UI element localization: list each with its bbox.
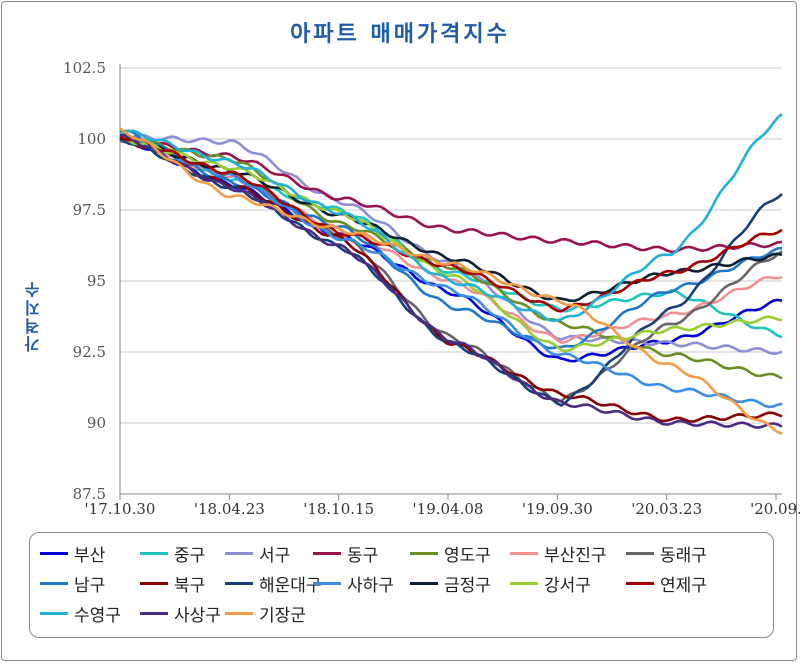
chart-title: 아파트 매매가격지수	[290, 22, 510, 47]
y-tick-label: 90	[87, 414, 106, 432]
legend-label: 해운대구	[259, 576, 322, 596]
x-tick-label: '17.10.30	[85, 500, 156, 518]
legend-label: 중구	[174, 546, 206, 566]
y-tick-label: 92.5	[73, 343, 106, 361]
legend-item: 사하구	[313, 571, 394, 596]
y-tick-label: 95	[87, 272, 106, 290]
legend-swatch	[313, 552, 341, 555]
series-line-17	[119, 127, 783, 435]
legend-label: 사하구	[347, 576, 394, 596]
series-lines	[119, 113, 783, 435]
legend-item: 중구	[140, 541, 205, 566]
legend-swatch	[225, 552, 253, 555]
series-line-16	[119, 133, 783, 429]
x-tick-label: '20.09.	[750, 500, 800, 518]
legend-swatch	[313, 582, 341, 585]
y-tick-label: 87.5	[73, 485, 106, 503]
series-line-11	[119, 136, 783, 409]
legend-swatch	[225, 582, 253, 585]
legend-item: 동구	[313, 541, 378, 566]
legend-label: 남구	[74, 576, 106, 596]
legend-item: 수영구	[40, 601, 121, 626]
x-tick-label: '18.04.23	[194, 500, 265, 518]
legend-label: 부산	[74, 546, 106, 566]
legend-label: 연제구	[660, 576, 707, 596]
legend-swatch	[626, 582, 654, 585]
legend-label: 북구	[174, 576, 206, 596]
legend-swatch	[40, 582, 68, 585]
y-tick-label: 102.5	[63, 59, 106, 77]
legend-item: 연제구	[626, 571, 707, 596]
legend-label: 강서구	[544, 576, 591, 596]
legend-label: 부산진구	[544, 546, 607, 566]
x-tick-label: '18.10.15	[303, 500, 374, 518]
legend-swatch	[410, 552, 438, 555]
legend-swatch	[626, 552, 654, 555]
legend-swatch	[140, 612, 168, 615]
plot-area: 87.5 90 92.5 95 97.5 100 102.5 '17.10.30 '18.04…	[63, 59, 800, 518]
series-line-2	[119, 129, 783, 339]
series-line-6	[119, 136, 783, 345]
y-tick-label: 97.5	[73, 201, 106, 219]
legend-swatch	[140, 552, 168, 555]
legend-label: 영도구	[444, 546, 491, 566]
legend-swatch	[140, 582, 168, 585]
legend-item: 서구	[225, 541, 290, 566]
legend-label: 수영구	[74, 606, 121, 626]
legend-item: 부산	[40, 541, 105, 566]
legend-swatch	[510, 582, 538, 585]
x-tick-label: '19.09.30	[522, 500, 593, 518]
series-line-4	[119, 136, 783, 254]
legend-item: 남구	[40, 571, 105, 596]
gridlines	[120, 67, 782, 424]
legend-item: 북구	[140, 571, 205, 596]
legend-item: 금정구	[410, 571, 491, 596]
legend-label: 기장군	[259, 606, 306, 626]
legend-label: 사상구	[174, 606, 221, 626]
legend-item: 부산진구	[510, 541, 607, 566]
series-line-13	[119, 135, 783, 353]
legend-label: 금정구	[444, 576, 491, 596]
legend-label: 서구	[259, 546, 291, 566]
legend-item: 해운대구	[225, 571, 322, 596]
legend-swatch	[225, 612, 253, 615]
series-line-15	[119, 113, 783, 323]
x-tick-label: '20.03.23	[631, 500, 702, 518]
x-tick-label: '19.04.08	[413, 500, 484, 518]
y-tick-labels: 87.5 90 92.5 95 97.5 100 102.5	[63, 59, 106, 503]
series-line-14	[119, 135, 783, 313]
legend-swatch	[40, 552, 68, 555]
legend-item: 동래구	[626, 541, 707, 566]
y-tick-label: 100	[77, 130, 106, 148]
legend-item: 기장군	[225, 601, 306, 626]
legend-swatch	[510, 552, 538, 555]
legend-label: 동래구	[660, 546, 707, 566]
legend-item: 영도구	[410, 541, 491, 566]
series-line-8	[119, 129, 783, 350]
legend-item: 강서구	[510, 571, 591, 596]
legend-label: 동구	[347, 546, 379, 566]
x-tick-labels: '17.10.30 '18.04.23 '18.10.15 '19.04.08 '19.…	[85, 500, 800, 518]
legend-swatch	[410, 582, 438, 585]
axes	[119, 64, 782, 500]
legend-swatch	[40, 612, 68, 615]
legend-item: 사상구	[140, 601, 221, 626]
